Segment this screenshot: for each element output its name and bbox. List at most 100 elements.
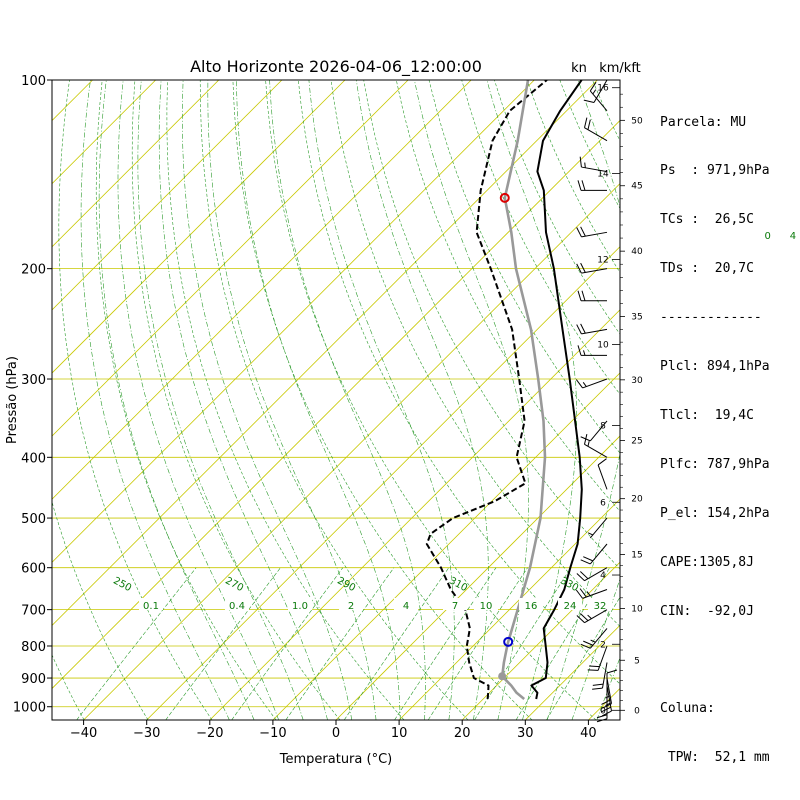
wind-barb-staff: [581, 166, 608, 173]
wind-barb-half-flag: [587, 532, 594, 536]
dry-adiabat-line: [265, 80, 597, 720]
isotherm-line: [335, 435, 620, 720]
wind-barb-staff: [589, 90, 608, 112]
wind-barb-flag: [575, 379, 583, 389]
x-tick-label: −20: [196, 726, 223, 741]
temperature-line: [530, 80, 583, 700]
wind-barb-half-flag: [592, 89, 597, 95]
wind-barb: [589, 81, 608, 112]
wind-barb-staff: [606, 677, 613, 704]
mixing-ratio-label-bg: [394, 598, 418, 610]
wind-barb: [583, 79, 608, 104]
wind-barb: [575, 378, 608, 389]
wind-barb-staff: [584, 567, 608, 582]
mixing-ratio-label: 0.4: [229, 601, 245, 612]
moist-adiabat-line: [308, 80, 455, 720]
wind-barb-flag: [596, 714, 608, 719]
isotherm-line: [52, 80, 346, 374]
wind-barb-flag: [601, 703, 612, 709]
y-tick-label: 700: [21, 604, 46, 619]
mixing-ratio-line: [427, 567, 528, 720]
wind-barb-flag: [580, 436, 591, 442]
mixing-ratio-label: 16: [525, 601, 538, 612]
wind-barb-flag: [601, 699, 612, 705]
wind-barb: [576, 567, 608, 582]
wind-barb-staff: [601, 662, 608, 689]
mixing-ratio-label-bg: [288, 598, 312, 610]
wind-barb-staff: [582, 378, 608, 389]
height-kft-label: 35: [631, 312, 642, 322]
wind-barb: [577, 345, 607, 356]
wind-barb: [577, 180, 607, 191]
wind-barb: [601, 685, 613, 717]
wind-barb-flag: [575, 589, 583, 599]
height-km-label: 6: [600, 498, 606, 508]
mixing-ratio-line: [165, 567, 281, 720]
dry-adiabat-line: [199, 80, 469, 720]
height-km-label: 0: [600, 706, 606, 716]
height-kft-label: 25: [631, 436, 642, 446]
height-km-label: 16: [597, 84, 609, 94]
lfc-marker: [503, 636, 514, 647]
isotherm-line: [52, 119, 620, 690]
wind-barb-flag: [580, 571, 589, 580]
wind-barb-half-flag: [582, 382, 587, 387]
x-tick-label: 0: [332, 726, 340, 741]
mixing-ratio-line: [231, 567, 344, 720]
isotherm-line: [52, 80, 220, 248]
info-line: Parcela: MU: [660, 114, 747, 130]
wind-barb-flag: [601, 710, 612, 717]
dry-adiabat-line: [131, 80, 341, 720]
height-kft-label: 10: [631, 604, 643, 614]
info-line: TDs : 20,7C: [660, 261, 754, 277]
isotherm-line: [146, 246, 620, 720]
wind-barb-flag: [580, 226, 586, 237]
wind-barb: [576, 323, 608, 335]
height-kft-label: 30: [631, 376, 643, 386]
wind-barb-flag: [587, 669, 599, 671]
wind-barb-half-flag: [605, 702, 611, 707]
wind-barb-flag: [576, 615, 585, 624]
wind-barb-flag: [579, 156, 582, 168]
wind-barb-staff: [582, 588, 608, 599]
wind-barb-staff: [589, 543, 608, 565]
mixing-ratio-line: [76, 567, 197, 720]
dry-adiabat-line: [428, 80, 620, 454]
wind-barb-flag: [577, 290, 582, 301]
moist-adiabat-line: [181, 80, 353, 720]
moist-adiabat-line: [269, 80, 426, 720]
wind-barb-layer: [575, 79, 618, 723]
wind-barb: [579, 156, 608, 173]
wind-barb-flag: [581, 180, 586, 191]
wind-barb-flag: [581, 290, 586, 301]
isotherm-line: [209, 309, 620, 720]
mixing-ratio-label-bg: [588, 598, 612, 610]
moist-adiabat-line: [546, 80, 620, 720]
isotherm-line: [52, 80, 283, 311]
mixing-ratio-label: 0.1: [143, 601, 159, 612]
info-line: CAPE:1305,8J: [660, 554, 754, 570]
wind-barb-staff: [597, 645, 608, 671]
wind-barb: [580, 628, 608, 649]
mixing-ratio-label-bg: [339, 598, 363, 610]
y-tick-label: 1000: [13, 701, 46, 716]
wind-barb-half-flag: [584, 162, 586, 168]
wind-barb-staff: [593, 79, 608, 103]
parcel-info-panel: Parcela: MU Ps : 971,9hPa TCs : 26,5C TD…: [660, 82, 770, 783]
mixing-ratio-label: 7: [452, 601, 458, 612]
wind-barb-flag: [576, 324, 582, 335]
wind-barb-half-flag: [586, 591, 591, 596]
wind-barb-flag: [583, 556, 594, 562]
y-tick-label: 200: [21, 263, 46, 278]
x-tick-label: −40: [70, 726, 97, 741]
wind-barb-staff: [584, 443, 608, 458]
mixing-ratio-label-bg: [225, 598, 249, 610]
isotherm-line: [52, 80, 535, 563]
isotherm-line: [52, 80, 598, 626]
el-marker: [499, 192, 510, 203]
wind-barb-flag: [576, 573, 585, 582]
wind-barb: [583, 117, 608, 142]
wind-barb: [587, 645, 608, 671]
wind-barb-half-flag: [590, 639, 596, 643]
wind-barb-flag: [579, 588, 587, 598]
